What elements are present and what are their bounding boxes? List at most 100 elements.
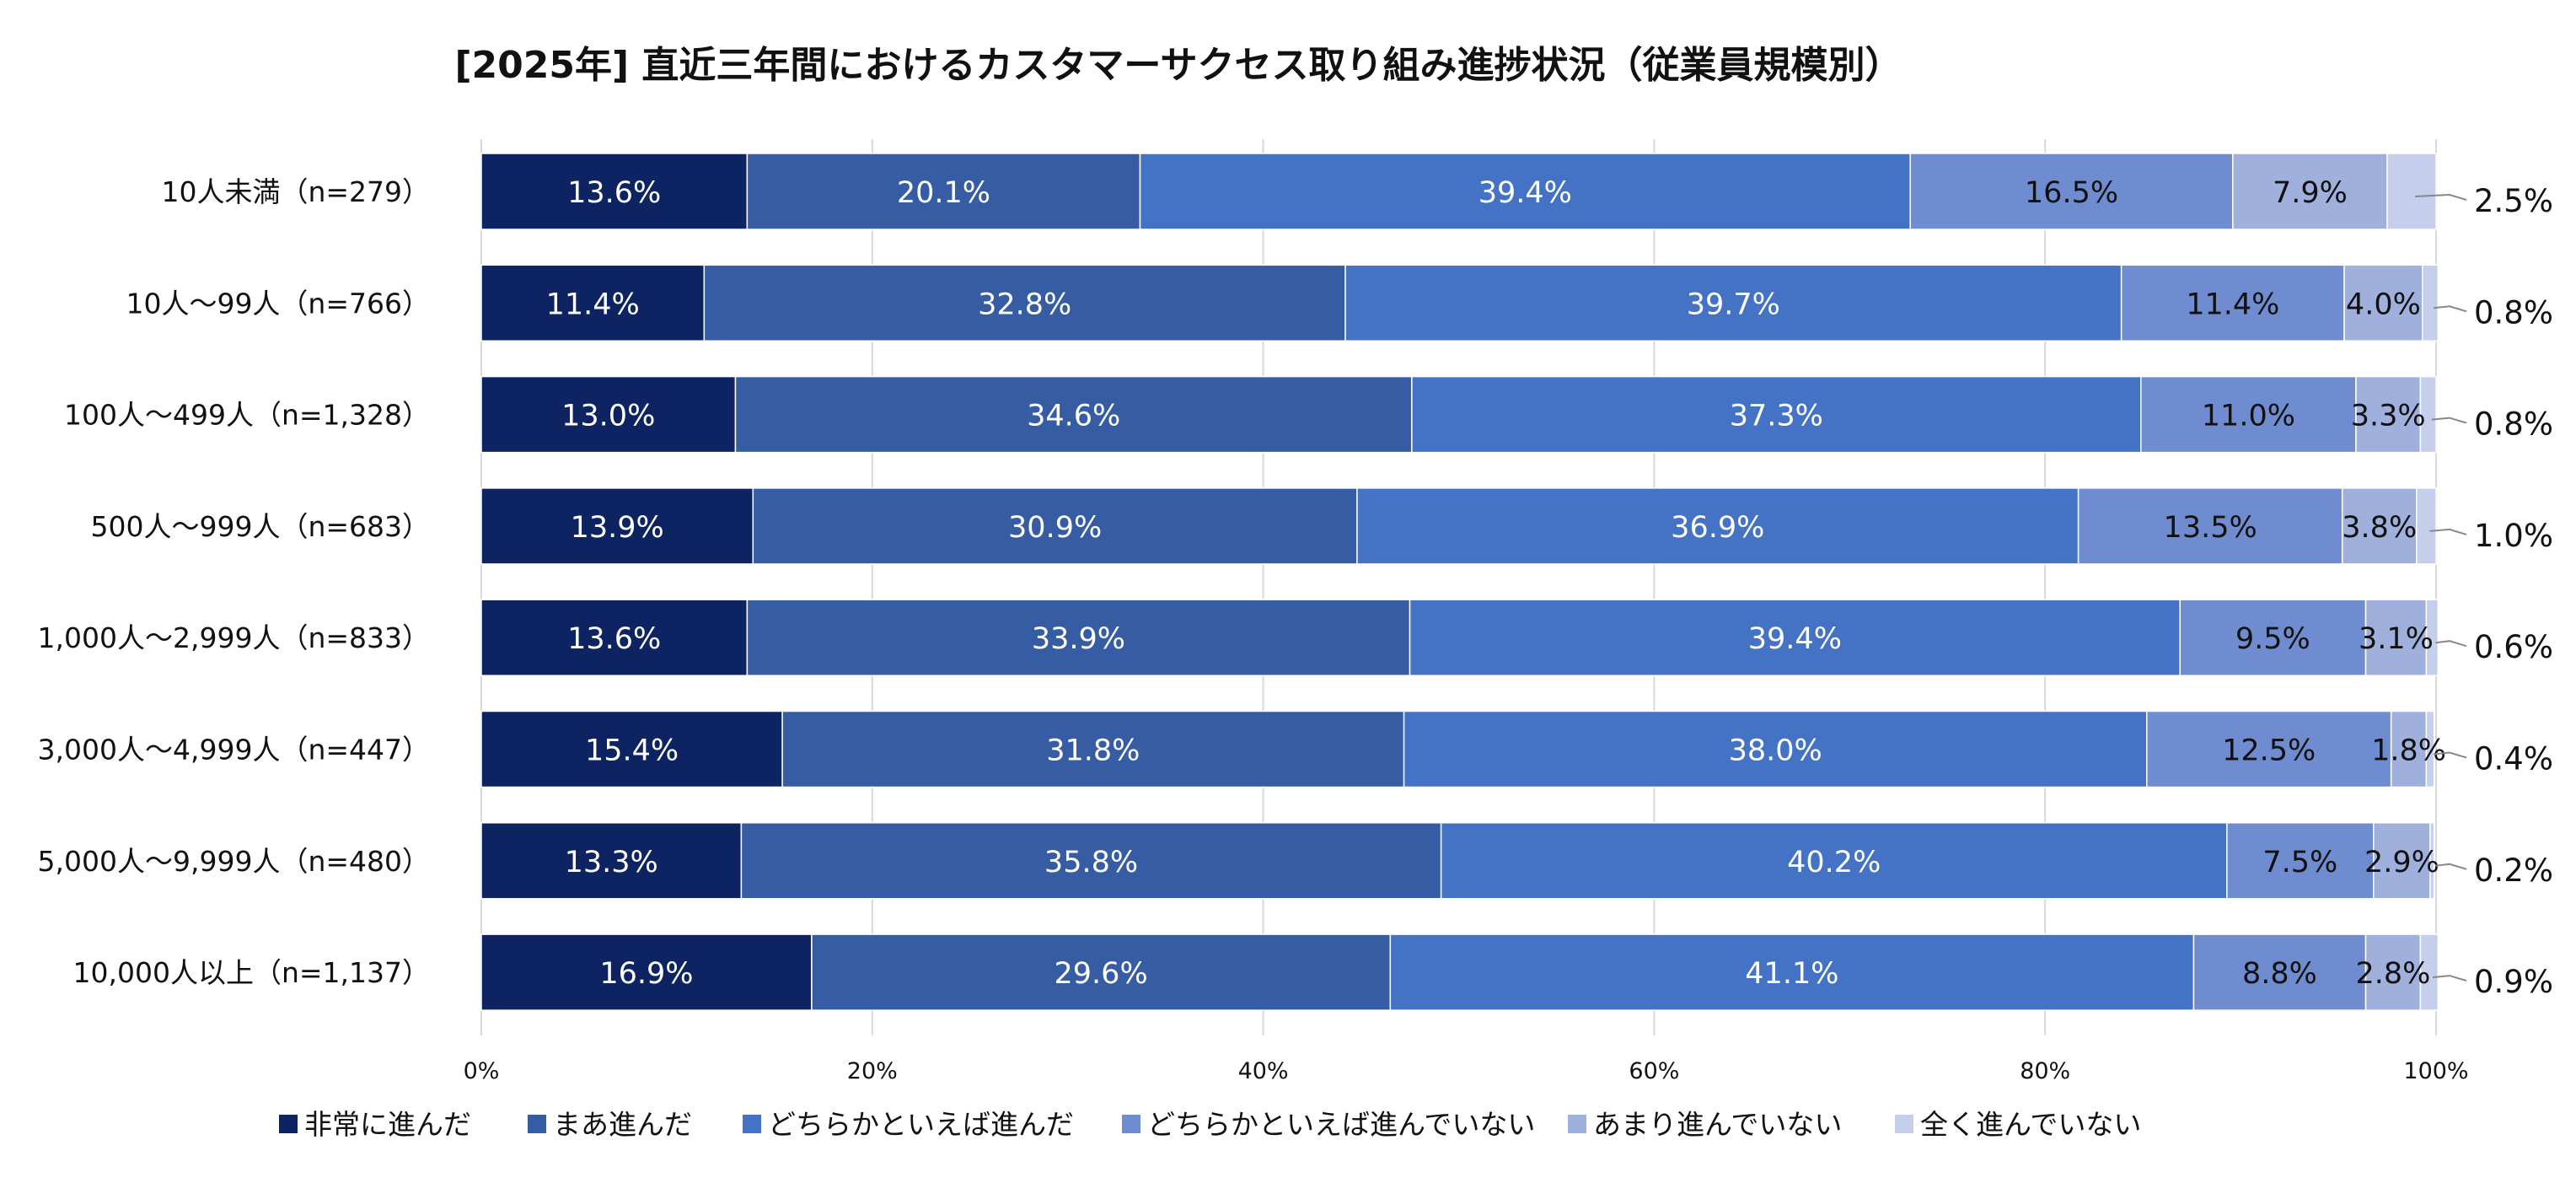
- category-labels: 10人未満（n=279） 10人～99人（n=766） 100人～499人（n=1,…: [38, 175, 431, 989]
- bar-segment: [2179, 599, 2367, 676]
- leader-line: [2431, 417, 2467, 424]
- legend-swatch: [1122, 1115, 1140, 1133]
- bar-segment: [1344, 264, 2123, 342]
- x-tick-label: 60%: [1629, 1058, 1679, 1084]
- bar-segment: [1389, 933, 2195, 1011]
- category-label: 10,000人以上（n=1,137）: [72, 956, 430, 989]
- x-tick-label: 40%: [1238, 1058, 1289, 1084]
- bar-segment: [480, 487, 754, 565]
- x-tick-label: 0%: [464, 1058, 500, 1084]
- leader-line: [2429, 528, 2467, 535]
- chart-title: [2025年] 直近三年間におけるカスタマーサクセス取り組み進捗状況（従業員規模…: [454, 44, 1902, 87]
- legend-label: 全く進んでいない: [1920, 1108, 2141, 1141]
- data-label: 3.1%: [2359, 622, 2434, 656]
- bar-segment: [2232, 153, 2388, 230]
- legend-swatch: [528, 1115, 546, 1133]
- data-label: 0.8%: [2474, 294, 2553, 331]
- legend-label: あまり進んでいない: [1593, 1108, 1842, 1141]
- data-label: 13.6%: [567, 622, 661, 656]
- category-label: 1,000人～2,999人（n=833）: [38, 621, 431, 654]
- x-axis-ticks: 0% 20% 40% 60% 80% 100%: [464, 1058, 2469, 1084]
- data-label: 4.0%: [2346, 288, 2421, 321]
- data-labels: 13.6% 20.1% 39.4% 16.5% 7.9% 2.5% 11.4% 32.8% 39…: [546, 176, 2553, 1000]
- bar-segment: [1411, 375, 2142, 454]
- category-label: 10人未満（n=279）: [161, 175, 430, 208]
- data-label: 41.1%: [1745, 957, 1838, 991]
- bar-segment: [2364, 599, 2428, 676]
- data-label: 1.8%: [2371, 734, 2446, 768]
- data-label: 36.9%: [1671, 511, 1764, 545]
- data-label: 13.5%: [2164, 511, 2257, 545]
- bar-segment: [2419, 933, 2439, 1011]
- bar-segment: [1909, 153, 2234, 230]
- data-label: 31.8%: [1046, 734, 1140, 768]
- bar-segment: [2120, 264, 2345, 342]
- data-label: 33.9%: [1032, 622, 1125, 656]
- legend-swatch: [1568, 1115, 1586, 1133]
- data-label: 1.0%: [2474, 518, 2553, 554]
- category-label: 5,000人～9,999人（n=480）: [38, 845, 431, 878]
- leader-line: [2435, 863, 2467, 870]
- category-label: 100人～499人（n=1,328）: [64, 399, 430, 432]
- leader-line: [2435, 640, 2467, 648]
- category-label: 10人～99人（n=766）: [126, 287, 430, 320]
- bar-segment: [480, 933, 813, 1011]
- leader-line: [2432, 975, 2467, 982]
- data-label: 9.5%: [2235, 622, 2310, 656]
- data-label: 13.9%: [571, 511, 664, 545]
- bar-segment: [2386, 153, 2437, 230]
- legend-label: どちらかといえば進んだ: [768, 1108, 1074, 1141]
- data-label: 7.5%: [2262, 846, 2337, 879]
- bar-segment: [740, 822, 1442, 900]
- bar-segment: [2416, 487, 2437, 565]
- bar-segment: [2077, 487, 2343, 565]
- data-label: 35.8%: [1044, 846, 1138, 879]
- bar-segment: [480, 264, 706, 342]
- legend-swatch: [279, 1115, 298, 1133]
- data-label: 13.6%: [567, 176, 661, 210]
- data-label: 16.9%: [599, 957, 693, 991]
- data-label: 11.4%: [2186, 288, 2279, 321]
- leader-line: [2433, 305, 2467, 313]
- bar-segment: [480, 599, 749, 676]
- legend-label: どちらかといえば進んでいない: [1147, 1108, 1535, 1141]
- x-tick-label: 20%: [847, 1058, 898, 1084]
- data-label: 15.4%: [585, 734, 679, 768]
- data-label: 29.6%: [1055, 957, 1148, 991]
- data-label: 30.9%: [1008, 511, 1102, 545]
- data-label: 38.0%: [1729, 734, 1822, 768]
- data-label: 20.1%: [897, 176, 990, 210]
- data-label: 13.0%: [561, 400, 655, 433]
- bar-segment: [2192, 933, 2367, 1011]
- bar-segment: [2140, 375, 2357, 454]
- bar-segment: [2390, 710, 2428, 788]
- bar-segment: [703, 264, 1346, 342]
- legend-label: まあ進んだ: [553, 1108, 692, 1141]
- bar-segment: [1356, 487, 2080, 565]
- bar-segment: [2419, 375, 2437, 454]
- bar-segment: [2425, 599, 2439, 676]
- bar-segment: [734, 375, 1413, 454]
- data-label: 0.6%: [2474, 629, 2553, 665]
- data-label: 2.5%: [2474, 183, 2553, 219]
- bar-segment: [2146, 710, 2392, 788]
- bar-segment: [1409, 599, 2181, 676]
- data-label: 3.3%: [2351, 400, 2426, 433]
- bar-segment: [2343, 264, 2423, 342]
- data-label: 12.5%: [2222, 734, 2316, 768]
- data-label: 13.3%: [565, 846, 658, 879]
- data-label: 0.9%: [2474, 964, 2553, 1000]
- bar-segment: [1139, 153, 1911, 230]
- bar-segment: [2422, 264, 2439, 342]
- bar-segment: [2364, 933, 2422, 1011]
- data-label: 40.2%: [1787, 846, 1881, 879]
- data-label: 8.8%: [2242, 957, 2317, 991]
- bar-segment: [1440, 822, 2228, 900]
- data-label: 39.7%: [1687, 288, 1780, 321]
- leader-line: [2414, 193, 2467, 201]
- bar-segment: [811, 933, 1392, 1011]
- x-tick-label: 80%: [2020, 1058, 2070, 1084]
- data-label: 39.4%: [1748, 622, 1842, 656]
- data-label: 7.9%: [2273, 176, 2348, 210]
- legend-swatch: [1895, 1115, 1913, 1133]
